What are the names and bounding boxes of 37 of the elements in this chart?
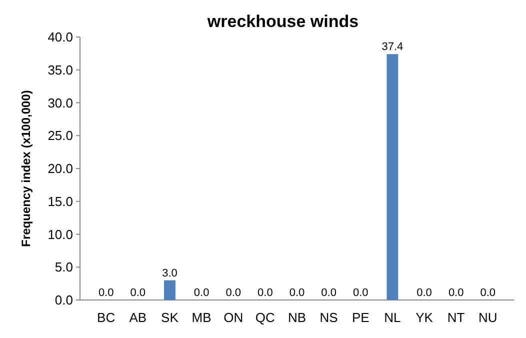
y-tick-label: 30.0 (48, 95, 73, 110)
x-tick-label: NS (320, 310, 338, 325)
x-tick-label: NB (288, 310, 306, 325)
data-label: 0.0 (98, 287, 114, 299)
x-tick-label: NT (447, 310, 465, 325)
data-label: 0.0 (448, 287, 464, 299)
y-tick-label: 25.0 (48, 128, 73, 144)
x-tick-label: AB (129, 310, 147, 325)
x-tick-label: NL (384, 310, 401, 325)
x-tick-label: YK (416, 310, 434, 325)
y-tick-label: 0.0 (54, 292, 73, 308)
y-tick-label: 40.0 (48, 30, 73, 45)
y-tick-label: 15.0 (48, 194, 73, 209)
x-tick-label: BC (97, 310, 116, 325)
y-axis-title: Frequency index (x100,000) (19, 90, 33, 247)
x-tick-label: QC (255, 310, 275, 325)
y-tick-label: 20.0 (48, 161, 73, 176)
x-tick-label: ON (224, 310, 244, 325)
chart-title: wreckhouse winds (206, 12, 359, 31)
data-label: 0.0 (416, 287, 432, 299)
x-tick-label: PE (352, 310, 370, 325)
data-label: 0.0 (352, 287, 368, 299)
x-tick-label: NU (478, 310, 498, 325)
data-label: 0.0 (226, 287, 242, 299)
y-tick-label: 5.0 (54, 260, 73, 275)
data-label: 3.0 (162, 267, 178, 280)
data-label: 0.0 (480, 287, 496, 299)
data-label: 37.4 (382, 41, 404, 54)
data-label: 0.0 (258, 287, 273, 299)
x-tick-label: SK (161, 310, 179, 325)
data-label: 0.0 (289, 287, 305, 299)
data-label: 0.0 (321, 287, 336, 299)
data-label: 0.0 (194, 287, 210, 299)
data-label: 0.0 (130, 287, 146, 299)
y-tick-label: 35.0 (48, 62, 73, 78)
y-tick-label: 10.0 (48, 226, 73, 242)
x-tick-label: MB (192, 310, 212, 325)
